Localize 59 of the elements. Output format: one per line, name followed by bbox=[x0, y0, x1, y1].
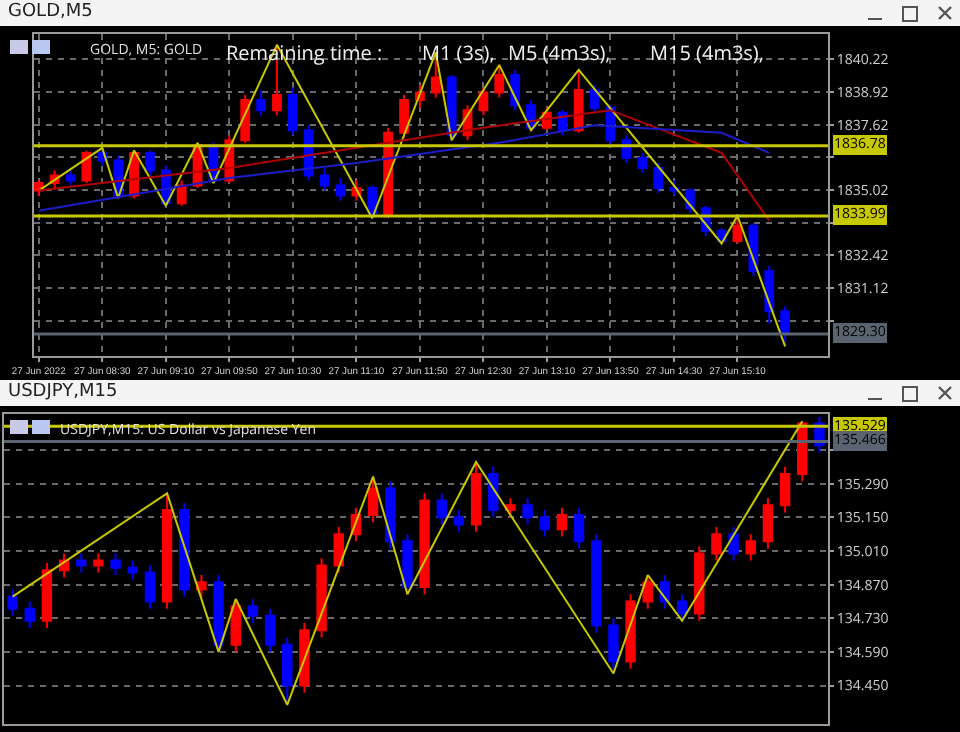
candlestick bbox=[256, 89, 266, 117]
candlestick bbox=[608, 617, 619, 675]
candlestick bbox=[676, 593, 688, 622]
candlestick bbox=[110, 552, 121, 576]
candlestick bbox=[287, 86, 298, 137]
candlestick bbox=[494, 63, 505, 99]
candlestick bbox=[419, 492, 430, 596]
candlestick bbox=[436, 492, 447, 526]
annotation: M1 (3s), bbox=[422, 38, 495, 66]
candlestick bbox=[625, 593, 636, 670]
line-series bbox=[37, 109, 771, 222]
candlestick bbox=[470, 461, 482, 533]
candlestick bbox=[282, 636, 293, 706]
candlestick bbox=[76, 552, 87, 574]
annotation: M5 (4m3s), bbox=[508, 38, 611, 66]
chart-title: GOLD,M5 bbox=[8, 2, 93, 22]
candlestick bbox=[745, 533, 756, 562]
candlestick bbox=[573, 68, 584, 134]
candlestick bbox=[399, 94, 409, 139]
chart-title: USDJPY,M15 bbox=[8, 382, 118, 402]
candlestick bbox=[505, 497, 516, 519]
candlestick bbox=[176, 179, 187, 207]
candlestick bbox=[161, 492, 173, 610]
candlestick bbox=[728, 525, 739, 562]
candlestick bbox=[762, 497, 774, 550]
candlestick bbox=[144, 564, 156, 610]
candlestick bbox=[93, 552, 104, 574]
candlestick bbox=[637, 151, 648, 174]
candlestick bbox=[196, 574, 207, 598]
candlestick bbox=[319, 166, 330, 192]
candlestick bbox=[522, 497, 533, 526]
candlestick bbox=[780, 305, 791, 348]
candlestick bbox=[573, 506, 585, 550]
candlestick bbox=[453, 509, 465, 533]
candlestick bbox=[539, 509, 550, 538]
candlestick bbox=[446, 73, 457, 142]
candlestick bbox=[65, 166, 76, 187]
candlestick bbox=[316, 557, 327, 639]
candlestick bbox=[711, 525, 722, 562]
candlestick bbox=[694, 545, 705, 622]
candlestick bbox=[7, 588, 18, 617]
candlestick bbox=[247, 598, 259, 625]
candlestick bbox=[230, 598, 241, 653]
candlestick bbox=[402, 533, 413, 596]
candlestick bbox=[299, 622, 310, 694]
candlestick bbox=[127, 559, 138, 581]
candlestick bbox=[591, 533, 602, 634]
candlestick bbox=[24, 600, 35, 629]
candlestick bbox=[335, 177, 346, 202]
line-series bbox=[37, 124, 771, 212]
annotation: M15 (4m3s), bbox=[650, 38, 764, 66]
candlestick bbox=[145, 149, 155, 177]
candlestick bbox=[41, 562, 53, 629]
candlestick bbox=[367, 475, 379, 524]
candlestick bbox=[264, 607, 276, 653]
candlestick bbox=[779, 465, 791, 514]
candlestick bbox=[213, 574, 224, 653]
candlestick bbox=[653, 161, 663, 195]
candlestick bbox=[556, 506, 568, 538]
